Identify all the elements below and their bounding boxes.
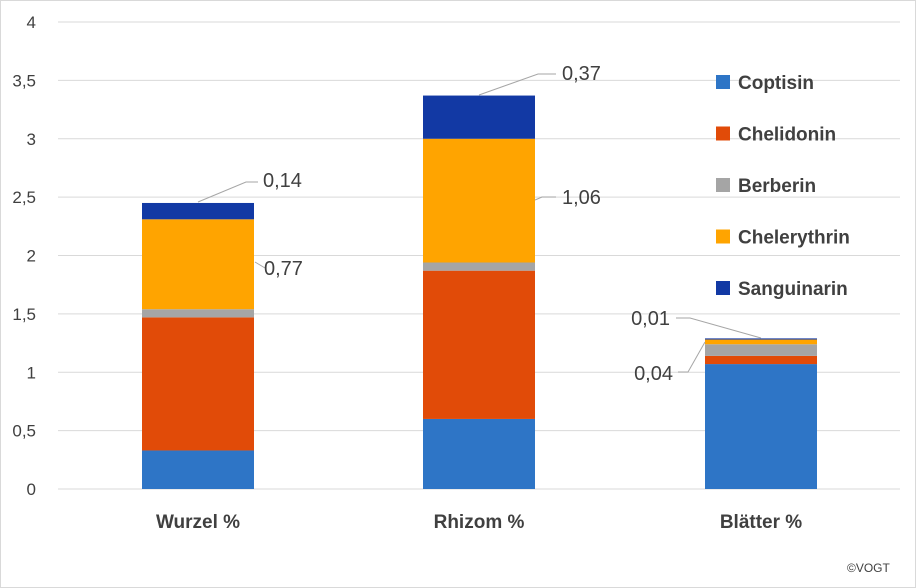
data-label-leader <box>254 261 266 269</box>
y-tick-label: 3 <box>27 130 36 149</box>
x-category-label: Wurzel % <box>156 512 240 533</box>
data-label-leader <box>534 196 556 201</box>
legend: Coptisin Chelidonin Berberin Chelerythrin Sa… <box>716 73 850 300</box>
x-category-label: Blätter % <box>720 512 802 533</box>
bar-segment-berberin <box>423 262 535 271</box>
legend-swatch <box>716 75 730 89</box>
y-tick-label: 0,5 <box>12 422 36 441</box>
y-tick-label: 3,5 <box>12 71 36 90</box>
bar-segment-sanguinarin <box>705 338 817 340</box>
bar-segment-sanguinarin <box>142 202 254 220</box>
y-axis-ticks: 0 0,5 1 1,5 2 2,5 3 3,5 4 <box>12 13 36 499</box>
data-label-leader <box>478 73 556 96</box>
legend-swatch <box>716 229 730 244</box>
data-label: 0,14 <box>263 170 302 192</box>
bar-segment-chelidonin <box>142 317 254 451</box>
credit-text: ©VOGT <box>847 561 891 575</box>
y-tick-label: 0 <box>27 480 36 499</box>
data-label: 0,04 <box>634 363 673 385</box>
bar-segment-berberin <box>705 344 817 356</box>
y-tick-label: 2 <box>27 247 36 266</box>
legend-label: Chelerythrin <box>738 228 850 249</box>
y-tick-label: 2,5 <box>12 188 36 207</box>
data-label: 0,77 <box>264 258 303 280</box>
bar-segment-coptisin <box>705 364 817 489</box>
bar-segment-berberin <box>142 309 254 318</box>
legend-swatch <box>716 281 730 295</box>
data-label: 0,01 <box>631 308 670 330</box>
data-labels: 0,77 0,14 1,06 0,37 0,04 0,01 <box>197 63 762 385</box>
y-tick-label: 4 <box>27 13 36 32</box>
bar-segment-coptisin <box>423 418 535 489</box>
legend-label: Berberin <box>738 176 816 197</box>
bar-segment-chelerythrin <box>142 219 254 310</box>
bar-segment-sanguinarin <box>423 95 535 139</box>
data-label-leader <box>678 341 706 373</box>
bar-segment-chelidonin <box>705 355 817 365</box>
legend-swatch <box>716 126 730 141</box>
data-label: 0,37 <box>562 63 601 85</box>
bar-segment-coptisin <box>142 450 254 489</box>
x-category-label: Rhizom % <box>434 512 525 533</box>
legend-label: Chelidonin <box>738 125 836 146</box>
data-label: 1,06 <box>562 187 601 209</box>
bar-segment-chelerythrin <box>423 138 535 263</box>
x-axis-categories: Wurzel % Rhizom % Blätter % <box>156 512 802 533</box>
y-tick-label: 1 <box>27 363 36 382</box>
legend-label: Sanguinarin <box>738 279 848 300</box>
data-label-leader <box>676 317 762 339</box>
data-label-leader <box>197 181 258 203</box>
bar-segment-chelidonin <box>423 270 535 419</box>
bars <box>142 95 817 489</box>
y-tick-label: 1,5 <box>12 305 36 324</box>
legend-swatch <box>716 178 730 192</box>
legend-label: Coptisin <box>738 73 814 94</box>
bar-segment-chelerythrin <box>705 339 817 345</box>
